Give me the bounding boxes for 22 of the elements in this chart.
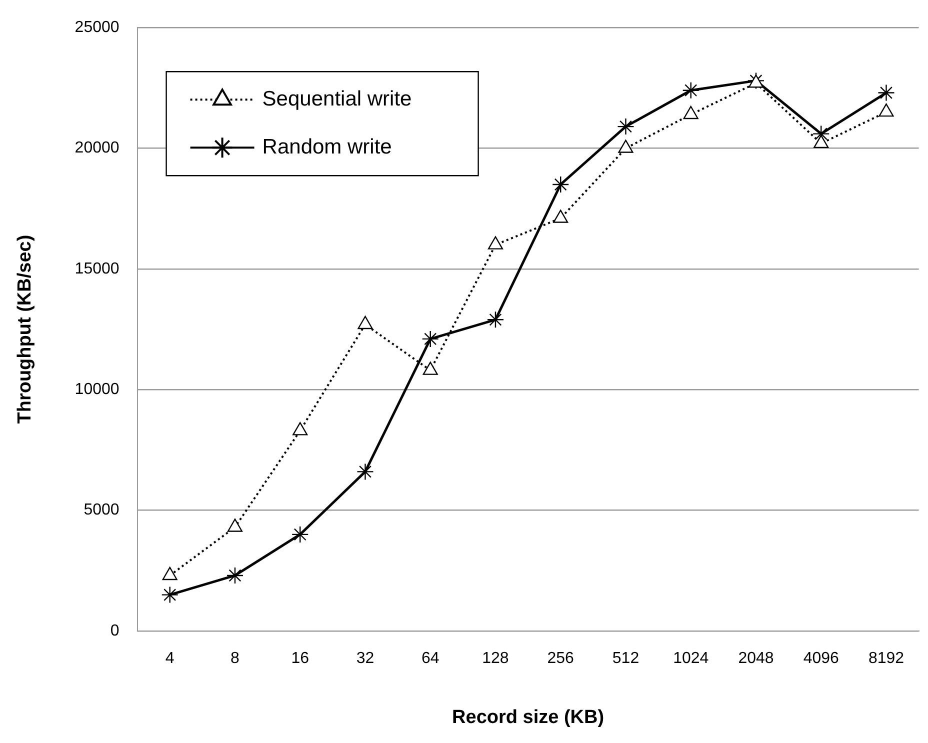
x-tick-label: 1024 <box>673 650 709 668</box>
x-tick-label: 4096 <box>803 650 840 668</box>
x-tick-label: 256 <box>547 650 574 668</box>
x-tick-label: 4 <box>165 650 174 668</box>
y-tick-label: 15000 <box>74 260 120 278</box>
legend-label: Random write <box>262 135 392 158</box>
x-tick-label: 64 <box>421 650 440 668</box>
x-tick-label: 8192 <box>868 650 904 668</box>
legend-label: Sequential write <box>262 87 412 110</box>
x-tick-label: 32 <box>356 650 374 668</box>
x-tick-label: 16 <box>291 650 310 668</box>
x-axis-title: Record size (KB) <box>452 706 604 728</box>
y-tick-label: 5000 <box>84 502 120 519</box>
y-tick-label: 0 <box>110 622 120 640</box>
y-tick-label: 10000 <box>74 381 120 398</box>
y-tick-label: 25000 <box>74 19 120 36</box>
x-tick-label: 512 <box>612 650 640 668</box>
x-tick-label: 128 <box>482 650 509 668</box>
x-tick-label: 8 <box>230 650 240 668</box>
y-tick-label: 20000 <box>74 140 120 157</box>
x-tick-label: 2048 <box>738 650 774 668</box>
y-axis-title: Throughput (KB/sec) <box>14 234 36 424</box>
